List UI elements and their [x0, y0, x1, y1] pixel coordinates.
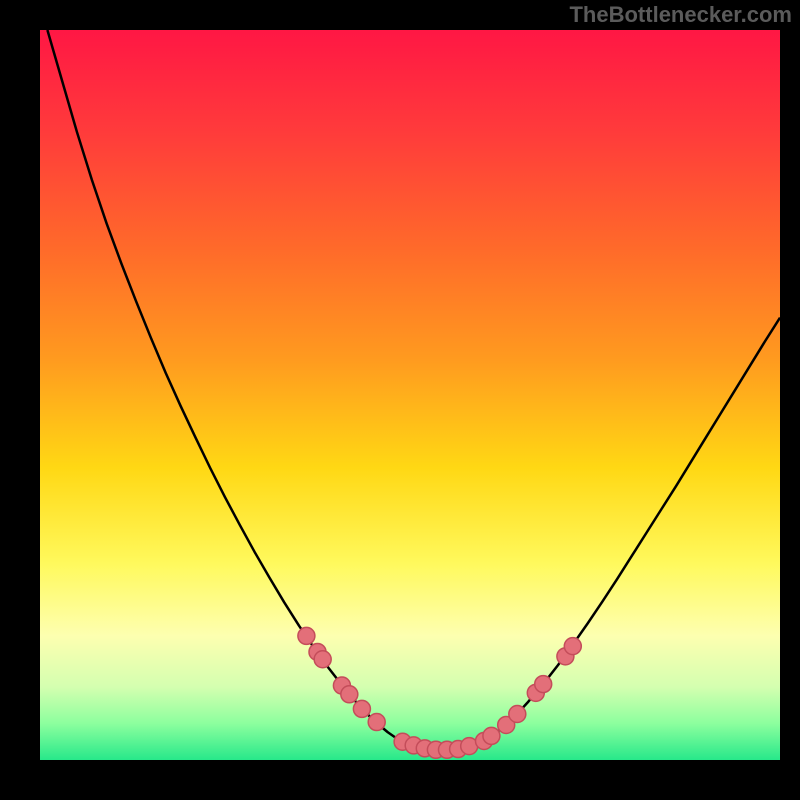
data-marker [483, 727, 500, 744]
data-marker [368, 714, 385, 731]
data-marker [564, 638, 581, 655]
data-marker [298, 627, 315, 644]
data-marker [509, 706, 526, 723]
data-marker [314, 651, 331, 668]
chart-svg [40, 30, 780, 760]
data-marker [341, 686, 358, 703]
data-marker [353, 700, 370, 717]
gradient-background [40, 30, 780, 760]
watermark-label: TheBottlenecker.com [569, 2, 792, 28]
data-marker [535, 676, 552, 693]
plot-region [40, 30, 780, 760]
chart-outer: TheBottlenecker.com [0, 0, 800, 800]
